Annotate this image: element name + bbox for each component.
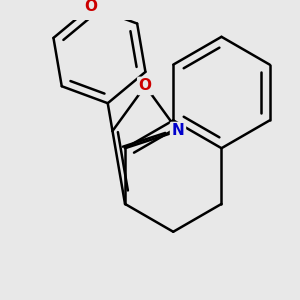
- Text: O: O: [139, 78, 152, 93]
- Text: O: O: [85, 0, 98, 14]
- Text: N: N: [172, 124, 184, 139]
